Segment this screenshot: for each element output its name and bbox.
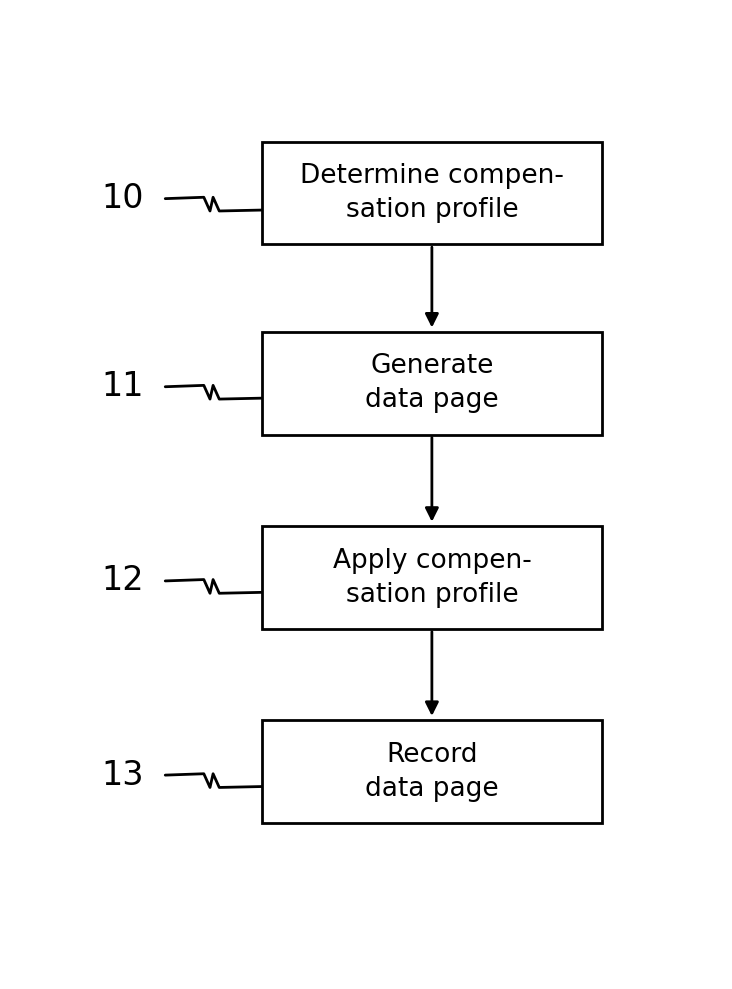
Text: Record
data page: Record data page: [365, 742, 498, 802]
Text: Apply compen-
sation profile: Apply compen- sation profile: [332, 548, 531, 607]
Text: Generate
data page: Generate data page: [365, 353, 498, 413]
FancyBboxPatch shape: [262, 141, 602, 244]
Text: 12: 12: [102, 565, 144, 597]
FancyBboxPatch shape: [262, 526, 602, 629]
FancyBboxPatch shape: [262, 720, 602, 823]
Text: 11: 11: [102, 370, 144, 404]
FancyBboxPatch shape: [262, 332, 602, 435]
Text: 10: 10: [102, 182, 144, 216]
Text: 13: 13: [102, 759, 144, 791]
Text: Determine compen-
sation profile: Determine compen- sation profile: [300, 163, 564, 223]
